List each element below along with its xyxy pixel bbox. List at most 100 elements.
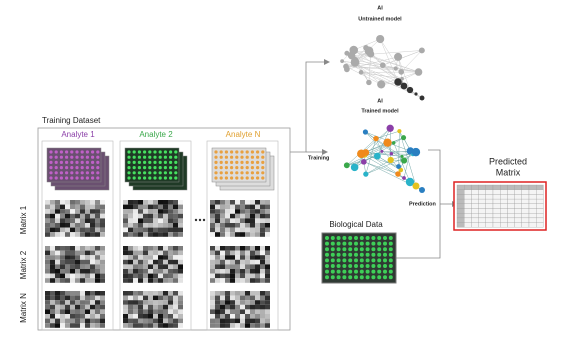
cell <box>265 278 270 283</box>
well <box>371 236 375 240</box>
pred-cell <box>536 209 543 214</box>
cell <box>60 251 65 256</box>
well <box>256 166 259 169</box>
cell <box>158 200 163 205</box>
cell <box>65 255 70 260</box>
pred-cell <box>464 204 471 209</box>
cell <box>250 305 255 310</box>
cell <box>240 218 245 223</box>
cell <box>215 223 220 228</box>
cell <box>123 218 128 223</box>
cell <box>45 260 50 265</box>
cell <box>55 278 60 283</box>
cell <box>250 260 255 265</box>
cell <box>55 291 60 296</box>
cell <box>85 323 90 328</box>
cell <box>168 228 173 233</box>
well <box>383 236 387 240</box>
cell <box>80 251 85 256</box>
cell <box>50 209 55 214</box>
cell <box>178 200 183 205</box>
node <box>394 78 401 85</box>
cell <box>60 228 65 233</box>
cell <box>173 209 178 214</box>
cell <box>138 218 143 223</box>
cell <box>168 319 173 324</box>
cell <box>178 251 183 256</box>
pred-grid <box>457 185 543 227</box>
cell <box>235 251 240 256</box>
well <box>91 150 94 153</box>
cell <box>143 223 148 228</box>
cell <box>265 305 270 310</box>
cell <box>260 260 265 265</box>
cell <box>245 255 250 260</box>
well <box>81 161 84 164</box>
cell <box>210 223 215 228</box>
cell <box>90 264 95 269</box>
well <box>377 236 381 240</box>
cell <box>173 323 178 328</box>
well <box>389 258 393 262</box>
well <box>377 264 381 268</box>
well <box>256 171 259 174</box>
well <box>75 150 78 153</box>
cell <box>255 218 260 223</box>
well <box>174 171 177 174</box>
cell <box>143 209 148 214</box>
cell <box>55 274 60 279</box>
pred-cell <box>522 199 529 204</box>
well <box>331 258 335 262</box>
cell <box>260 305 265 310</box>
cell <box>80 223 85 228</box>
well <box>127 171 130 174</box>
cell <box>215 251 220 256</box>
pred-cell <box>500 218 507 223</box>
pred-cell <box>522 213 529 218</box>
cell <box>95 269 100 274</box>
cell <box>153 296 158 301</box>
cell <box>210 205 215 210</box>
arrow-head <box>322 149 328 155</box>
pred-cell <box>529 194 536 199</box>
well <box>246 156 249 159</box>
node <box>359 70 364 75</box>
cell <box>128 291 133 296</box>
cell <box>80 305 85 310</box>
well <box>256 161 259 164</box>
cell <box>80 309 85 314</box>
cell <box>95 200 100 205</box>
well <box>214 166 217 169</box>
cell <box>45 246 50 251</box>
cell <box>65 260 70 265</box>
cell <box>75 223 80 228</box>
well <box>325 242 329 246</box>
node <box>351 58 360 67</box>
cell <box>235 218 240 223</box>
cell <box>70 223 75 228</box>
cell <box>100 300 105 305</box>
cell <box>225 209 230 214</box>
cell <box>65 246 70 251</box>
cell <box>60 214 65 219</box>
cell <box>225 232 230 237</box>
cell <box>75 319 80 324</box>
cell <box>215 260 220 265</box>
cell <box>220 309 225 314</box>
cell <box>240 269 245 274</box>
well <box>383 270 387 274</box>
well <box>81 150 84 153</box>
cell <box>70 200 75 205</box>
cell <box>260 209 265 214</box>
cell <box>123 200 128 205</box>
node <box>407 87 413 93</box>
cell <box>168 274 173 279</box>
well <box>214 156 217 159</box>
cell <box>143 274 148 279</box>
cell <box>148 264 153 269</box>
well <box>96 171 99 174</box>
cell <box>235 205 240 210</box>
pred-cell <box>479 213 486 218</box>
cell <box>148 314 153 319</box>
cell <box>250 319 255 324</box>
